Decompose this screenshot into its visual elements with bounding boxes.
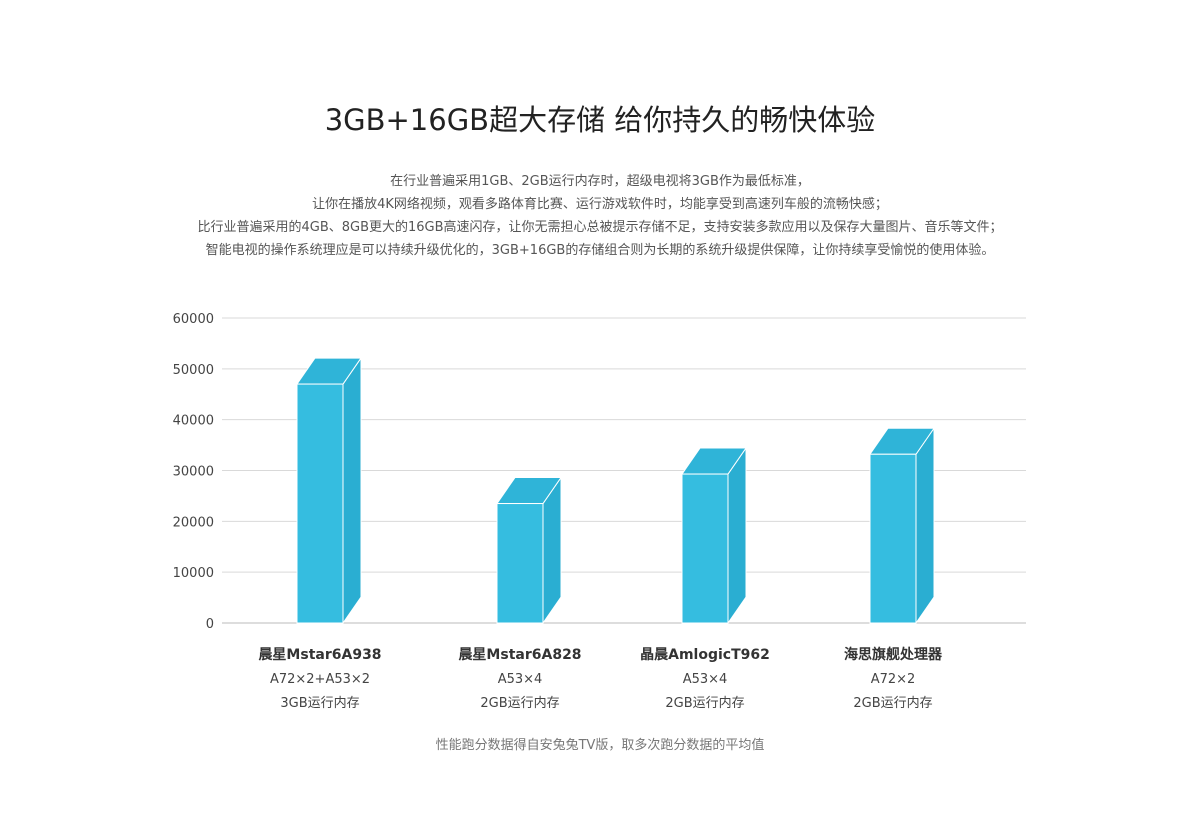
description-line-4: 智能电视的操作系统理应是可以持续升级优化的，3GB+16GB的存储组合则为长期的… [205,243,995,258]
category-label: 晨星Mstar6A828 [458,647,581,663]
bar [296,383,344,624]
description-line-3: 比行业普遍采用的4GB、8GB更大的16GB高速闪存，让你无需担心总被提示存储不… [197,220,1003,235]
description-block: 在行业普遍采用1GB、2GB运行内存时，超级电视将3GB作为最低标准， 让你在播… [0,170,1200,262]
category-label: 晨星Mstar6A938 [258,647,381,663]
y-tick-label: 10000 [173,566,214,581]
description-line-1: 在行业普遍采用1GB、2GB运行内存时，超级电视将3GB作为最低标准， [390,174,810,189]
y-tick-label: 20000 [173,515,214,530]
benchmark-bar-chart: 0 10000 20000 30000 40000 50000 60000 晨星Mstar6A… [173,312,1026,711]
bar [869,453,917,624]
category-sublabel: 2GB运行内存 [480,695,559,711]
category-sublabel: 3GB运行内存 [280,695,359,711]
page-title: 3GB+16GB超大存储 给你持久的畅快体验 [324,103,876,137]
y-tick-label: 50000 [173,363,214,378]
y-tick-label: 30000 [173,465,214,480]
description-line-2: 让你在播放4K网络视频，观看多路体育比赛、运行游戏软件时，均能享受到高速列车般的… [312,197,888,212]
y-tick-label: 40000 [173,414,214,429]
y-tick-label: 0 [206,617,214,632]
category-label: 海思旗舰处理器 [844,646,943,663]
y-tick-label: 60000 [173,312,214,327]
category-label: 晶晨AmlogicT962 [640,647,770,663]
category-sublabel: A72×2+A53×2 [270,672,370,687]
bar [681,473,729,624]
category-sublabel: 2GB运行内存 [853,695,932,711]
category-sublabel: A72×2 [871,672,916,687]
bar [496,503,544,624]
bar-side [727,446,747,625]
bar-side [915,426,935,625]
footnote: 性能跑分数据得自安兔兔TV版，取多次跑分数据的平均值 [435,738,765,753]
bar-side [342,356,362,625]
category-sublabel: A53×4 [498,672,543,687]
category-sublabel: A53×4 [683,672,728,687]
category-sublabel: 2GB运行内存 [665,695,744,711]
